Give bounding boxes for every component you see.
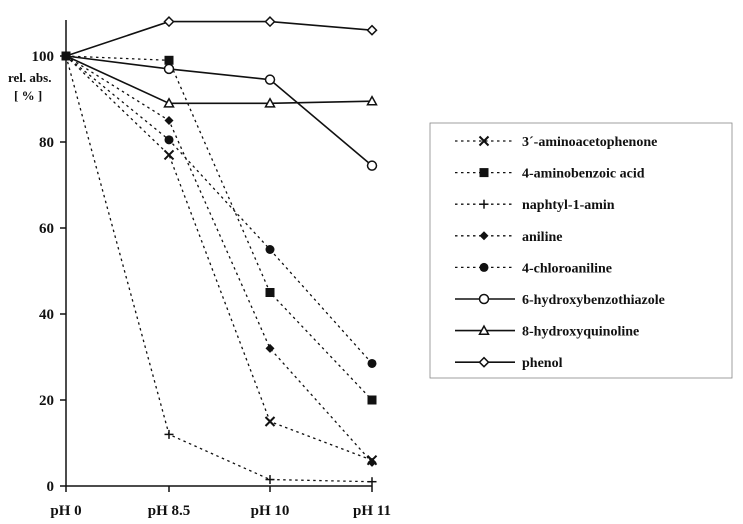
y-tick-label-20: 20 [39,393,54,409]
y-tick-label-80: 80 [39,135,54,151]
point-phenol-ph-0 [61,51,71,61]
y-axis-title-line1: rel. abs. [8,70,51,85]
point-6-hydroxybenzothiazole-ph-10 [264,74,276,85]
series-layer [61,16,378,487]
point-3-aminoacetophenone-ph-10 [264,416,276,427]
series-aniline [61,51,377,467]
point-8-hydroxyquinoline-ph-8-5 [163,97,175,108]
x-tick-label-ph-11: pH 11 [353,503,391,519]
y-tick-label-40: 40 [39,307,54,323]
legend-label-naphtyl-1-amin: naphtyl-1-amin [522,198,615,213]
legend-item-4-chloroaniline: 4-chloroaniline [455,261,612,276]
point-naphtyl-1-amin-ph-8-5 [164,429,174,439]
legend-marker-naphtyl-1-amin [479,199,489,209]
y-tick-label-60: 60 [39,221,54,237]
point-6-hydroxybenzothiazole-ph-8-5 [163,63,175,75]
series-line-naphtyl-1-amin [65,55,373,483]
series-line-aniline [65,55,373,463]
legend: 3´-aminoacetophenone 4-aminobenzoic acid n… [429,122,733,379]
y-tick-label-100: 100 [32,49,55,65]
legend-label-aniline: aniline [522,230,562,245]
point-phenol-ph-11 [366,24,378,36]
y-tick-label-0: 0 [47,479,55,495]
point-phenol-ph-10 [264,16,276,28]
legend-label-3-aminoacetophenone: 3´-aminoacetophenone [522,135,657,150]
point-naphtyl-1-amin-ph-10 [265,475,275,485]
legend-item-aniline: aniline [455,230,562,245]
point-naphtyl-1-amin-ph-11 [367,477,377,487]
plot-area: 0 20 40 60 80 100 pH 0 pH 8.5 pH 10 pH 11 rel. a… [8,16,391,519]
x-tick-label-ph-10: pH 10 [251,503,290,519]
legend-marker-6-hydroxybenzothiazole [478,293,490,305]
series-8-hydroxyquinoline [61,51,378,108]
point-8-hydroxyquinoline-ph-10 [264,97,276,108]
x-tick-label-ph-0: pH 0 [50,503,81,519]
legend-marker-8-hydroxyquinoline [478,324,490,335]
point-4-aminobenzoic-acid-ph-8-5 [164,55,174,65]
series-line-6-hydroxybenzothiazole [65,55,373,167]
series-line-8-hydroxyquinoline [65,55,373,105]
point-3-aminoacetophenone-ph-8-5 [163,149,175,161]
point-6-hydroxybenzothiazole-ph-11 [366,160,378,171]
point-4-chloroaniline-ph-10 [265,245,275,254]
legend-label-phenol: phenol [522,356,563,371]
legend-label-4-aminobenzoic-acid: 4-aminobenzoic acid [522,167,645,182]
x-tick-label-ph-8-5: pH 8.5 [148,503,191,519]
legend-item-6-hydroxybenzothiazole: 6-hydroxybenzothiazole [455,293,665,308]
legend-item-4-aminobenzoic-acid: 4-aminobenzoic acid [455,167,645,182]
point-4-chloroaniline-ph-11 [367,358,377,368]
series-naphtyl-1-amin [61,51,377,487]
legend-marker-3-aminoacetophenone [478,135,490,147]
point-4-aminobenzoic-acid-ph-11 [367,395,377,405]
series-4-chloroaniline [61,51,377,368]
y-axis-title-line2: [ % ] [14,88,42,103]
series-line-phenol [65,20,373,57]
legend-item-phenol: phenol [455,356,563,371]
legend-items: 3´-aminoacetophenone 4-aminobenzoic acid n… [455,135,665,371]
point-8-hydroxyquinoline-ph-11 [366,95,378,106]
legend-item-naphtyl-1-amin: naphtyl-1-amin [455,198,615,213]
y-ticks: 0 20 40 60 80 100 [32,49,66,495]
series-line-4-aminobenzoic-acid [65,55,373,401]
point-phenol-ph-8-5 [163,16,175,28]
legend-item-8-hydroxyquinoline: 8-hydroxyquinoline [455,324,639,340]
legend-label-8-hydroxyquinoline: 8-hydroxyquinoline [522,325,639,340]
legend-label-6-hydroxybenzothiazole: 6-hydroxybenzothiazole [522,293,665,308]
legend-frame [429,122,733,379]
legend-label-4-chloroaniline: 4-chloroaniline [522,261,612,276]
x-ticks: pH 0 pH 8.5 pH 10 pH 11 [50,486,391,519]
legend-marker-4-chloroaniline [479,262,489,272]
legend-item-3-aminoacetophenone: 3´-aminoacetophenone [455,135,657,150]
series-3-aminoacetophenone [61,51,378,466]
series-6-hydroxybenzothiazole [61,51,378,171]
series-line-4-chloroaniline [65,55,373,364]
point-aniline-ph-8-5 [164,116,174,125]
series-4-aminobenzoic-acid [61,51,377,405]
series-line-3-aminoacetophenone [65,55,373,461]
point-4-chloroaniline-ph-8-5 [164,135,174,145]
point-aniline-ph-11 [367,457,377,467]
point-4-aminobenzoic-acid-ph-10 [265,288,275,297]
series-phenol [61,16,378,61]
legend-marker-aniline [479,231,489,241]
point-aniline-ph-10 [265,343,275,353]
legend-marker-4-aminobenzoic-acid [479,168,489,178]
legend-marker-phenol [478,356,490,368]
